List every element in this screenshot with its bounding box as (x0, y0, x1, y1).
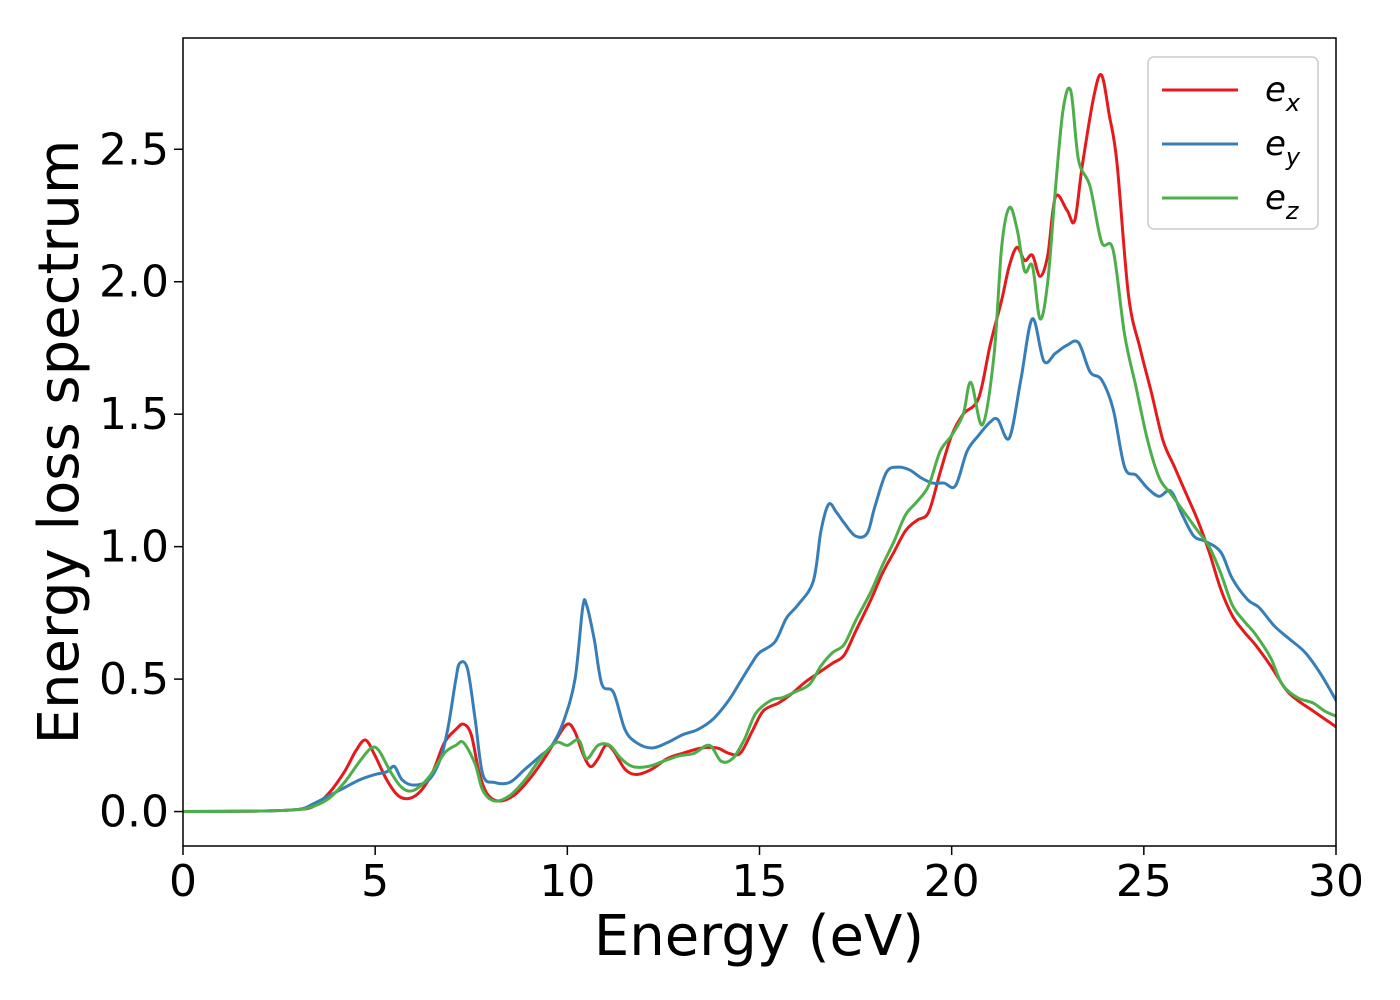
y-tick-label: 0.5 (99, 654, 169, 705)
legend-label-subscript: x (1285, 89, 1301, 117)
y-tick-label: 1.5 (99, 389, 169, 440)
y-tick-label: 2.0 (99, 257, 169, 308)
series-line-z (183, 86, 1336, 814)
legend-label-z: ez (1265, 178, 1300, 225)
series-line-x (183, 72, 1336, 814)
legend-label-main: e (1265, 70, 1286, 110)
legend-label-main: e (1265, 124, 1286, 164)
legend-label-subscript: y (1285, 143, 1301, 171)
legend-label-x: ex (1265, 70, 1301, 117)
x-axis-label: Energy (eV) (594, 904, 924, 969)
y-axis-label: Energy loss spectrum (27, 140, 92, 745)
series-line-y (183, 317, 1336, 814)
y-tick-label: 0.0 (99, 787, 169, 838)
y-tick-label: 1.0 (99, 522, 169, 573)
x-tick-label: 10 (539, 856, 595, 907)
x-tick-label: 20 (924, 856, 980, 907)
x-axis: 0 5 10 15 20 25 30 (169, 846, 1364, 907)
y-tick-label: 2.5 (99, 124, 169, 175)
x-tick-label: 30 (1308, 856, 1364, 907)
x-tick-label: 0 (169, 856, 197, 907)
x-tick-label: 15 (732, 856, 788, 907)
y-axis: 0.0 0.5 1.0 1.5 2.0 2.5 (99, 124, 183, 838)
legend-label-y: ey (1265, 124, 1301, 171)
legend-label-subscript: z (1285, 197, 1300, 225)
x-tick-label: 5 (361, 856, 389, 907)
legend-label-main: e (1265, 178, 1286, 218)
series-layer (183, 72, 1336, 814)
x-tick-label: 25 (1116, 856, 1172, 907)
